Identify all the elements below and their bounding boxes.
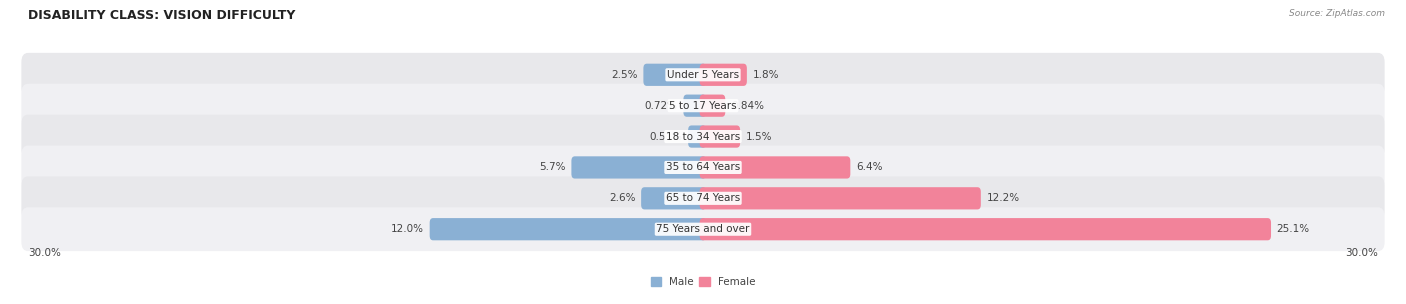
FancyBboxPatch shape	[21, 176, 1385, 220]
Legend: Male, Female: Male, Female	[651, 277, 755, 287]
Text: Source: ZipAtlas.com: Source: ZipAtlas.com	[1289, 9, 1385, 18]
FancyBboxPatch shape	[430, 218, 706, 240]
FancyBboxPatch shape	[700, 187, 981, 209]
Text: 5.7%: 5.7%	[540, 162, 565, 172]
FancyBboxPatch shape	[700, 64, 747, 86]
Text: 65 to 74 Years: 65 to 74 Years	[666, 193, 740, 203]
FancyBboxPatch shape	[700, 126, 740, 148]
FancyBboxPatch shape	[21, 115, 1385, 158]
Text: 0.84%: 0.84%	[731, 101, 763, 111]
Text: DISABILITY CLASS: VISION DIFFICULTY: DISABILITY CLASS: VISION DIFFICULTY	[28, 9, 295, 22]
Text: 30.0%: 30.0%	[1346, 248, 1378, 258]
Text: 12.2%: 12.2%	[987, 193, 1019, 203]
FancyBboxPatch shape	[21, 84, 1385, 128]
FancyBboxPatch shape	[21, 207, 1385, 251]
FancyBboxPatch shape	[644, 64, 706, 86]
FancyBboxPatch shape	[700, 156, 851, 178]
Text: 0.51%: 0.51%	[650, 132, 682, 142]
Text: 2.5%: 2.5%	[612, 70, 638, 80]
FancyBboxPatch shape	[700, 95, 725, 117]
FancyBboxPatch shape	[641, 187, 706, 209]
Text: Under 5 Years: Under 5 Years	[666, 70, 740, 80]
Text: 12.0%: 12.0%	[391, 224, 425, 234]
Text: 1.5%: 1.5%	[745, 132, 772, 142]
FancyBboxPatch shape	[683, 95, 706, 117]
Text: 35 to 64 Years: 35 to 64 Years	[666, 162, 740, 172]
Text: 6.4%: 6.4%	[856, 162, 883, 172]
FancyBboxPatch shape	[700, 218, 1271, 240]
Text: 75 Years and over: 75 Years and over	[657, 224, 749, 234]
Text: 5 to 17 Years: 5 to 17 Years	[669, 101, 737, 111]
Text: 30.0%: 30.0%	[28, 248, 60, 258]
Text: 1.8%: 1.8%	[752, 70, 779, 80]
FancyBboxPatch shape	[571, 156, 706, 178]
FancyBboxPatch shape	[21, 53, 1385, 97]
Text: 2.6%: 2.6%	[609, 193, 636, 203]
FancyBboxPatch shape	[688, 126, 706, 148]
Text: 25.1%: 25.1%	[1277, 224, 1310, 234]
Text: 0.72%: 0.72%	[645, 101, 678, 111]
FancyBboxPatch shape	[21, 146, 1385, 189]
Text: 18 to 34 Years: 18 to 34 Years	[666, 132, 740, 142]
